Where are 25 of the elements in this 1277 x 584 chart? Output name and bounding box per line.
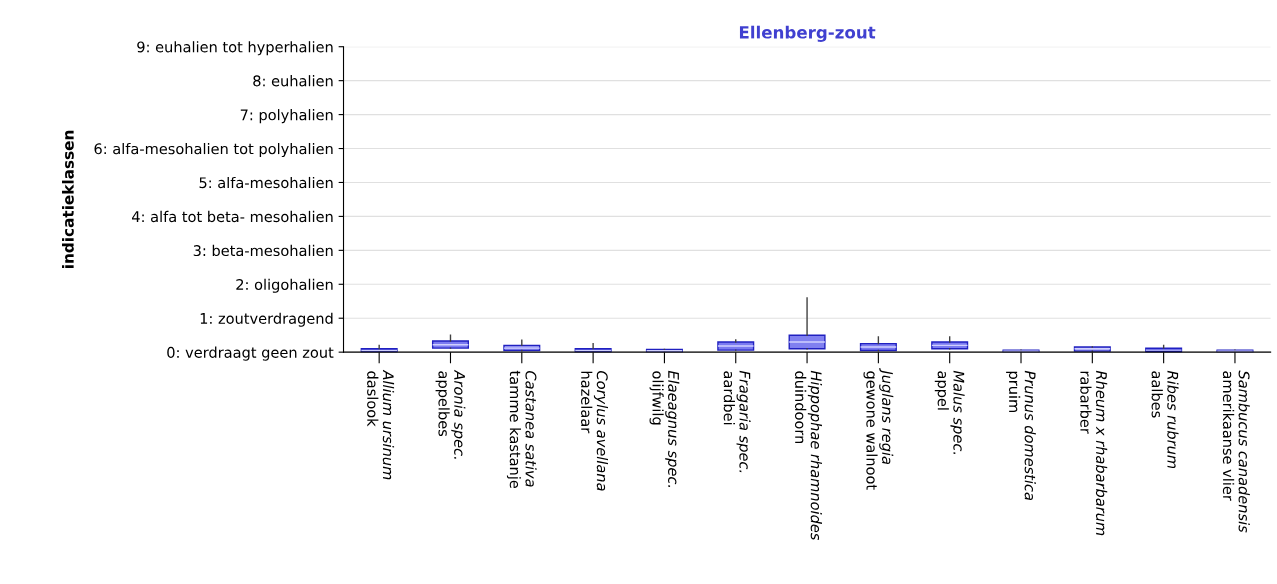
- y-tick-label: 0: verdraagt geen zout: [167, 346, 334, 361]
- x-tick-label: Hippophae rhamnoides duindoorn: [794, 370, 822, 541]
- x-tick-label: Sambucus canadensis amerikaanse vlier: [1222, 370, 1250, 533]
- x-tick-label: Fragaria spec. aardbei: [723, 370, 751, 473]
- y-tick-label: 9: euhalien tot hyperhalien: [137, 41, 333, 56]
- y-tick-label: 5: alfa-mesohalien: [199, 176, 333, 189]
- x-tick-label: Rheum x rhabarbarum rabarber: [1080, 370, 1108, 536]
- y-tick-label: 4: alfa tot beta- mesohalien: [132, 210, 333, 223]
- y-tick-label: 2: oligohalien: [236, 278, 333, 293]
- y-tick-label: 8: euhalien: [253, 75, 333, 87]
- y-axis-title: indicatieklassen: [62, 130, 74, 268]
- y-tick-label: 6: alfa-mesohalien tot polyhalien: [94, 142, 333, 158]
- x-tick-label: Prunus domestica pruim: [1006, 370, 1036, 500]
- x-tick-label: Corylus avellana hazelaar: [581, 371, 609, 491]
- y-tick-label: 7: polyhalien: [240, 109, 333, 124]
- x-tick-label: Aronia spec. appelbes: [435, 369, 466, 459]
- y-tick-label: 3: beta-mesohalien: [193, 244, 333, 257]
- x-tick-label: Elaeagnus spec. olijfwilg: [649, 370, 680, 488]
- x-tick-label: Allium ursinum daslook: [367, 369, 395, 480]
- x-tick-label: Juglans regia gewone walnoot: [863, 368, 894, 490]
- x-tick-label: Malus spec. appel: [934, 370, 965, 455]
- chart-title: Ellenberg-zout: [739, 25, 876, 42]
- x-tick-label: Ribes rubrum aalbes: [1151, 370, 1179, 469]
- x-tick-label: Castanea sativa tamme kastanje: [506, 370, 537, 489]
- y-tick-label: 1: zoutverdragend: [200, 312, 333, 327]
